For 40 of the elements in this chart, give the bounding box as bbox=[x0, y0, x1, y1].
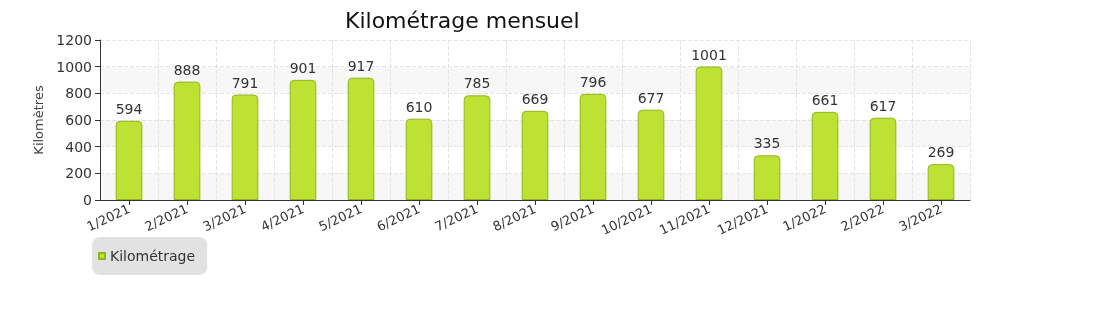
y-tick-label: 0 bbox=[83, 192, 92, 208]
data-label: 677 bbox=[637, 89, 665, 106]
data-label: 1001 bbox=[691, 46, 727, 63]
data-label: 901 bbox=[289, 59, 317, 76]
bar bbox=[405, 118, 433, 200]
bar bbox=[173, 81, 201, 200]
data-label: 888 bbox=[173, 61, 201, 78]
bar bbox=[115, 120, 143, 200]
data-label: 791 bbox=[231, 74, 259, 91]
data-label: 917 bbox=[347, 57, 375, 74]
chart-title: Kilométrage mensuel bbox=[345, 7, 580, 33]
data-label: 594 bbox=[115, 100, 143, 117]
legend-label: Kilométrage bbox=[110, 248, 196, 264]
bar bbox=[579, 93, 607, 200]
bar bbox=[521, 110, 549, 200]
y-tick-label: 1200 bbox=[56, 32, 92, 48]
y-tick-label: 400 bbox=[65, 138, 92, 155]
data-label: 610 bbox=[405, 98, 433, 115]
bar bbox=[463, 95, 491, 200]
data-label: 269 bbox=[927, 144, 955, 161]
data-label: 335 bbox=[753, 135, 781, 152]
bar bbox=[753, 155, 781, 200]
data-label: 785 bbox=[463, 75, 491, 92]
bar bbox=[695, 66, 723, 200]
bar bbox=[347, 77, 375, 200]
data-label: 669 bbox=[521, 90, 549, 107]
bar bbox=[927, 164, 955, 200]
data-label: 617 bbox=[869, 97, 897, 114]
y-tick-label: 800 bbox=[65, 85, 92, 102]
bar bbox=[289, 79, 317, 200]
data-label: 796 bbox=[579, 73, 607, 90]
y-tick-label: 1000 bbox=[56, 58, 92, 75]
data-label: 661 bbox=[811, 91, 839, 108]
bar bbox=[231, 94, 259, 200]
bar bbox=[811, 111, 839, 200]
bar bbox=[869, 117, 897, 200]
y-tick-label: 600 bbox=[65, 112, 92, 128]
bar bbox=[637, 109, 665, 200]
y-axis-title: Kilomètres bbox=[31, 85, 47, 155]
y-tick-label: 200 bbox=[65, 165, 92, 182]
